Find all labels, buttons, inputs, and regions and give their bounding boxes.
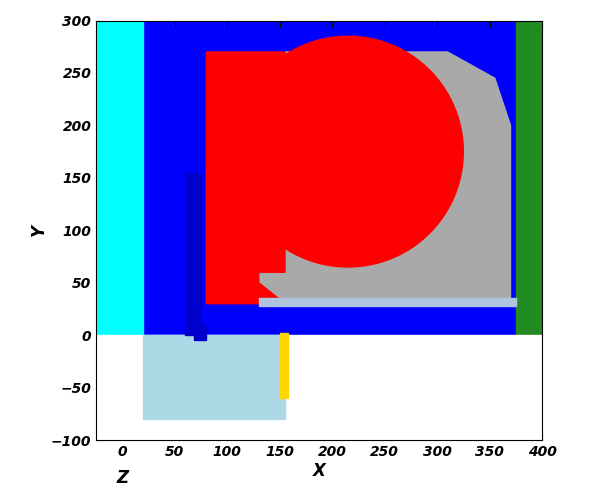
Y-axis label: Y: Y [30, 224, 48, 236]
Polygon shape [233, 36, 463, 267]
Bar [516, 20, 542, 335]
Bar [194, 324, 206, 340]
Bar [280, 333, 288, 398]
Bar [143, 335, 285, 419]
X-axis label: X: X [313, 462, 326, 479]
Bar [96, 20, 542, 335]
Polygon shape [206, 52, 285, 304]
Polygon shape [259, 52, 511, 304]
Bar [259, 298, 516, 306]
Text: Z: Z [116, 470, 128, 488]
Bar [185, 172, 201, 335]
Bar [96, 20, 143, 335]
Bar [96, 335, 542, 440]
